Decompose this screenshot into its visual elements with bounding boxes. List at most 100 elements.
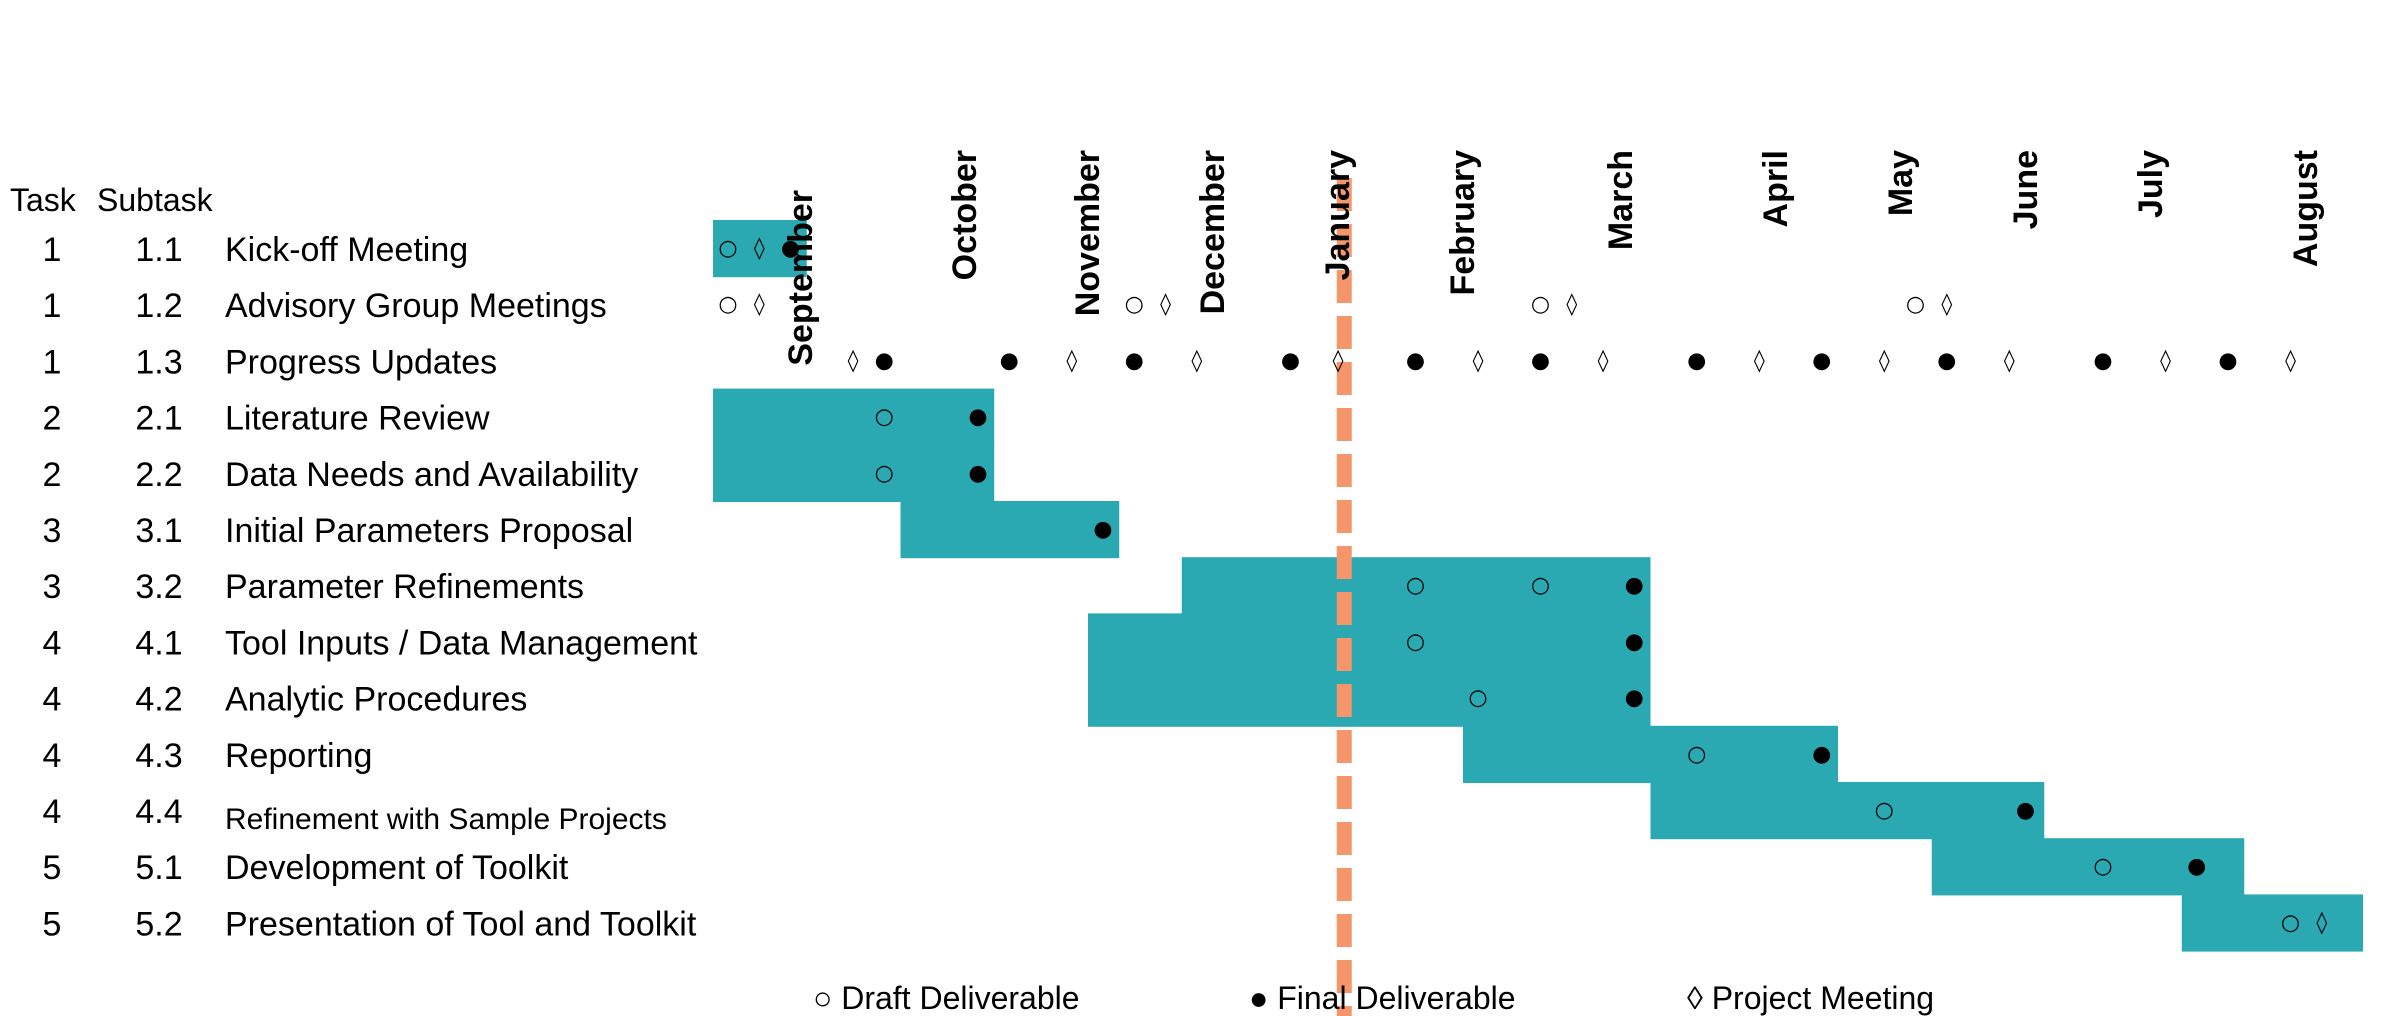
task-number: 3 [43, 512, 62, 550]
meeting-marker: ◊ [1333, 348, 1344, 373]
task-number: 1 [43, 287, 62, 325]
draft-marker: ○ [1125, 292, 1144, 317]
task-name: Refinement with Sample Projects [225, 803, 667, 836]
task-number: 4 [43, 681, 62, 719]
task-name: Kick-off Meeting [225, 231, 468, 269]
task-number: 4 [43, 793, 62, 831]
month-label-january: January [1319, 150, 1357, 280]
subtask-number: 5.2 [135, 905, 182, 943]
month-label-december: December [1194, 150, 1232, 314]
bars-layer [713, 220, 2363, 952]
subtask-number: 4.1 [135, 624, 182, 662]
draft-marker: ○ [1468, 686, 1487, 711]
final-marker: ● [1000, 348, 1019, 373]
task-bar-4-1 [1088, 613, 1651, 671]
rows-layer: 1 1.1 Kick-off Meeting 1 1.2 Advisory Group M… [43, 231, 699, 943]
final-marker: ● [1625, 573, 1644, 598]
task-bar-5-1 [1931, 838, 2245, 896]
month-label-april: April [1757, 150, 1795, 227]
draft-marker: ○ [2093, 854, 2112, 879]
task-column-header: Task [10, 182, 77, 218]
final-marker: ● [1093, 517, 1112, 542]
markers-layer: ○ ◊ ● ○ ◊ ○ ◊ ○ ◊ ○ ◊ ◊ ● ● ◊ ● ◊ ● ◊ ● ◊ ● ◊ ● ◊ ● ◊ ● ◊ ● ◊ ● ◊ ○ ● ○ ● ● ○ ○… [718, 236, 2327, 935]
final-marker: ● [968, 461, 987, 486]
draft-marker: ○ [718, 236, 737, 261]
subtask-number: 1.3 [135, 343, 182, 381]
month-label-august: August [2287, 150, 2325, 267]
final-marker: ● [968, 405, 987, 430]
final-marker: ● [2187, 854, 2206, 879]
task-number: 5 [43, 849, 62, 887]
subtask-number: 3.1 [135, 512, 182, 550]
task-name: Development of Toolkit [225, 849, 569, 887]
task-name: Presentation of Tool and Toolkit [225, 905, 697, 943]
subtask-column-header: Subtask [97, 182, 214, 218]
subtask-number: 4.4 [135, 793, 182, 831]
subtask-number: 1.2 [135, 287, 182, 325]
final-marker: ● [1125, 348, 1144, 373]
months-layer: September October November December January F… [782, 150, 2325, 366]
subtask-number: 3.2 [135, 568, 182, 606]
month-label-november: November [1069, 150, 1107, 316]
month-label-september: September [782, 190, 820, 366]
final-marker: ● [875, 348, 894, 373]
task-bar-4-4 [1650, 782, 2045, 840]
draft-marker: ○ [1406, 629, 1425, 654]
task-number: 5 [43, 905, 62, 943]
legend: ○ Draft Deliverable ● Final Deliverable … [813, 980, 1934, 1016]
meeting-marker: ◊ [2004, 348, 2015, 373]
task-number: 1 [43, 343, 62, 381]
final-marker: ● [2218, 348, 2237, 373]
draft-marker: ○ [1531, 573, 1550, 598]
task-name: Parameter Refinements [225, 568, 584, 606]
legend-meeting: ◊ Project Meeting [1687, 980, 1934, 1016]
final-marker: ● [1812, 348, 1831, 373]
draft-marker: ○ [875, 461, 894, 486]
draft-marker: ○ [1687, 742, 1706, 767]
draft-marker: ○ [1906, 292, 1925, 317]
task-bar-5-2 [2181, 894, 2363, 952]
draft-marker: ○ [1531, 292, 1550, 317]
task-bar-3-2 [1181, 557, 1651, 615]
subtask-number: 5.1 [135, 849, 182, 887]
final-marker: ● [1687, 348, 1706, 373]
meeting-marker: ◊ [2316, 910, 2327, 935]
month-label-october: October [946, 150, 984, 280]
task-bar-4-3 [1463, 725, 1838, 783]
meeting-marker: ◊ [754, 292, 765, 317]
final-marker: ● [1625, 686, 1644, 711]
task-name: Reporting [225, 737, 372, 775]
task-bar-3-1 [900, 501, 1120, 559]
final-marker: ● [781, 236, 800, 261]
task-bar-1-1 [713, 220, 807, 278]
legend-final: ● Final Deliverable [1249, 980, 1516, 1016]
subtask-number: 2.2 [135, 456, 182, 494]
month-label-march: March [1602, 150, 1640, 250]
meeting-marker: ◊ [1160, 292, 1171, 317]
meeting-marker: ◊ [1879, 348, 1890, 373]
task-bar-2-2 [713, 444, 995, 502]
draft-marker: ○ [2281, 910, 2300, 935]
subtask-number: 4.2 [135, 681, 182, 719]
task-name: Analytic Procedures [225, 681, 527, 719]
task-number: 4 [43, 737, 62, 775]
subtask-number: 2.1 [135, 400, 182, 438]
meeting-marker: ◊ [1598, 348, 1609, 373]
meeting-marker: ◊ [1941, 292, 1952, 317]
subtask-number: 1.1 [135, 231, 182, 269]
task-name: Literature Review [225, 400, 490, 438]
month-label-june: June [2007, 150, 2045, 229]
meeting-marker: ◊ [1473, 348, 1484, 373]
draft-marker: ○ [1406, 573, 1425, 598]
final-marker: ● [2016, 798, 2035, 823]
draft-marker: ○ [1875, 798, 1894, 823]
month-label-february: February [1444, 150, 1482, 296]
task-number: 3 [43, 568, 62, 606]
subtask-number: 4.3 [135, 737, 182, 775]
task-bar-2-1 [713, 388, 995, 446]
final-marker: ● [1281, 348, 1300, 373]
final-marker: ● [1937, 348, 1956, 373]
meeting-marker: ◊ [1066, 348, 1077, 373]
task-number: 2 [43, 456, 62, 494]
